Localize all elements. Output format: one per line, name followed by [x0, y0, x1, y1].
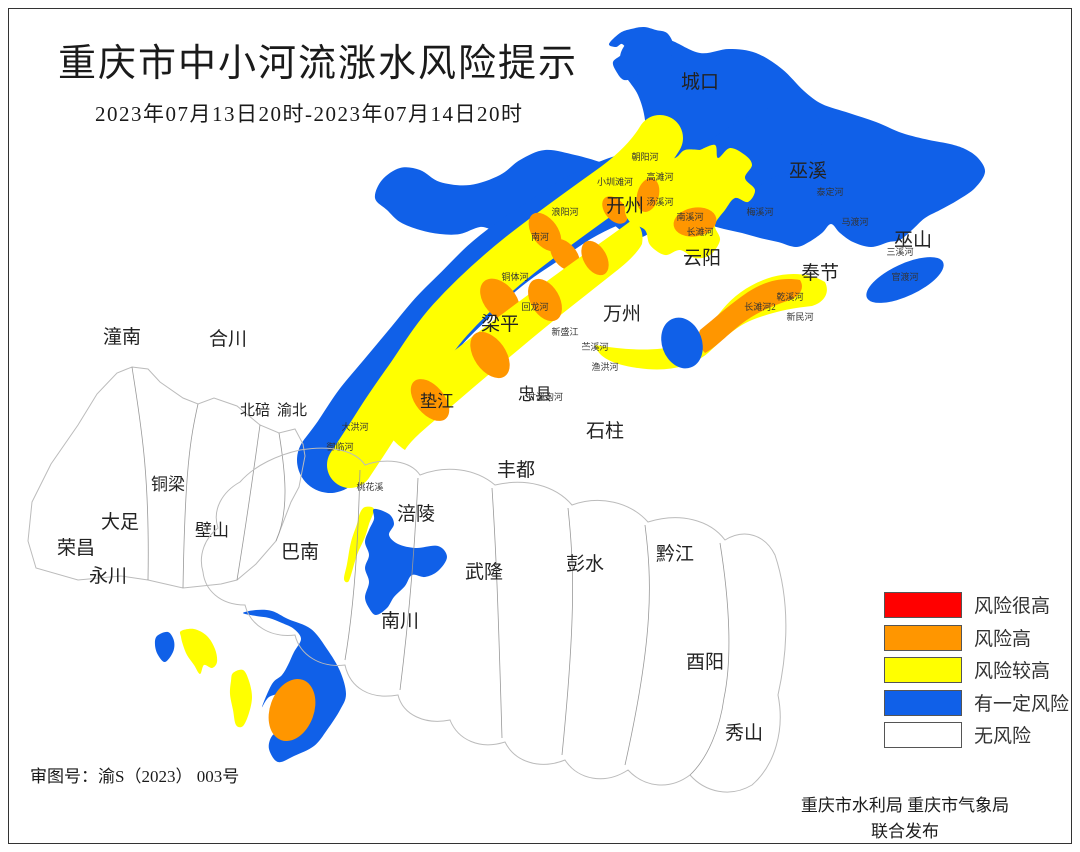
svg-text:马渡河: 马渡河 — [841, 216, 868, 227]
svg-text:三溪河: 三溪河 — [886, 246, 913, 257]
svg-text:浪阳河: 浪阳河 — [551, 206, 578, 217]
svg-text:酉阳: 酉阳 — [686, 651, 724, 673]
svg-text:大足: 大足 — [101, 511, 139, 533]
svg-text:武隆: 武隆 — [465, 561, 503, 583]
svg-text:渝北: 渝北 — [277, 402, 307, 419]
svg-text:乾溪河: 乾溪河 — [776, 291, 803, 302]
svg-text:彭水: 彭水 — [566, 553, 604, 575]
svg-text:城口: 城口 — [681, 71, 719, 93]
svg-text:长滩河: 长滩河 — [686, 226, 713, 237]
svg-text:巴南: 巴南 — [281, 541, 319, 563]
svg-text:云阳: 云阳 — [683, 247, 721, 269]
svg-text:桃花溪: 桃花溪 — [356, 481, 383, 492]
svg-text:秀山: 秀山 — [725, 722, 763, 744]
svg-text:北碚: 北碚 — [240, 402, 270, 419]
svg-text:永川: 永川 — [89, 565, 127, 587]
svg-text:南溪河: 南溪河 — [676, 211, 703, 222]
svg-text:垫江: 垫江 — [420, 392, 454, 411]
svg-text:渔洪河: 渔洪河 — [591, 361, 618, 372]
svg-text:梁平: 梁平 — [481, 313, 519, 335]
svg-text:官渡河: 官渡河 — [891, 271, 918, 282]
svg-text:潼南: 潼南 — [103, 326, 141, 348]
svg-text:甘溪沟河: 甘溪沟河 — [527, 391, 563, 402]
svg-text:高滩河: 高滩河 — [646, 171, 673, 182]
svg-text:汤溪河: 汤溪河 — [646, 196, 673, 207]
svg-text:丰都: 丰都 — [497, 459, 535, 481]
svg-text:万州: 万州 — [603, 304, 641, 325]
svg-text:合川: 合川 — [209, 328, 247, 350]
svg-text:黔江: 黔江 — [656, 543, 694, 565]
svg-text:泰定河: 泰定河 — [816, 186, 843, 197]
svg-text:朝阳河: 朝阳河 — [631, 151, 658, 162]
svg-text:南河: 南河 — [531, 231, 549, 242]
svg-text:巫溪: 巫溪 — [789, 160, 827, 182]
svg-text:铜体河: 铜体河 — [501, 271, 528, 282]
svg-text:石柱: 石柱 — [586, 420, 624, 442]
svg-text:长滩河2: 长滩河2 — [744, 301, 776, 312]
svg-text:铜梁: 铜梁 — [151, 475, 185, 494]
svg-text:小圳滩河: 小圳滩河 — [597, 176, 633, 187]
svg-text:新民河: 新民河 — [786, 311, 813, 322]
svg-text:开州: 开州 — [606, 196, 644, 217]
svg-text:回龙河: 回龙河 — [521, 301, 548, 312]
svg-text:壁山: 壁山 — [195, 521, 229, 540]
svg-text:南川: 南川 — [381, 610, 419, 632]
svg-text:梅溪河: 梅溪河 — [746, 206, 773, 217]
svg-text:荣昌: 荣昌 — [57, 537, 95, 559]
svg-text:苎溪河: 苎溪河 — [581, 341, 608, 352]
svg-text:大洪河: 大洪河 — [341, 421, 368, 432]
svg-text:奉节: 奉节 — [801, 262, 839, 284]
svg-text:涪陵: 涪陵 — [397, 503, 435, 525]
svg-text:新盛江: 新盛江 — [551, 326, 578, 337]
